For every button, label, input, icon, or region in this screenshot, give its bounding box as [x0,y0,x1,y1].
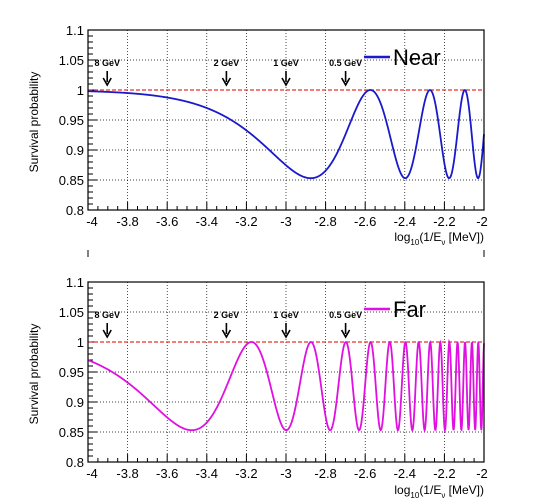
energy-marker-arrow-head [221,329,232,339]
y-tick-label: 0.8 [66,455,84,470]
x-tick-label: -4 [86,466,98,481]
x-axis-title: log10(1/Eν [MeV]) [394,483,484,500]
legend-label-near: Near [393,45,441,70]
x-tick-label: -3.8 [116,214,138,229]
x-axis-title-main: log [394,230,410,244]
x-tick-label: -2.4 [394,214,416,229]
plot-frame [87,281,485,463]
y-tick-label: 0.8 [66,203,84,218]
energy-marker-label: 2 GeV [214,310,240,320]
x-tick-label: -2.8 [314,466,336,481]
x-axis-title-mid: (1/E [419,483,441,497]
y-axis-title: Survival probability [27,72,41,173]
legend-label-far: Far [393,297,426,322]
x-tick-label: -3.8 [116,466,138,481]
y-tick-label: 0.85 [59,173,84,188]
y-tick-label: 0.95 [59,365,84,380]
energy-marker-arrow-head [102,329,112,339]
x-axis-title-rest: [MeV]) [445,230,484,244]
x-tick-label: -2.2 [433,466,455,481]
series-line-near [87,89,485,180]
x-tick-label: -2.6 [354,466,376,481]
energy-marker-label: 8 GeV [94,58,120,68]
x-tick-label: -2 [476,214,488,229]
energy-marker-label: 1 GeV [273,310,299,320]
x-tick-label: -2.8 [314,214,336,229]
y-axis-title: Survival probability [27,324,41,425]
x-tick-label: -3 [280,214,292,229]
x-axis-title-nu: ν [441,238,445,247]
x-axis-title-rest: [MeV]) [445,483,484,497]
y-tick-label: 1.05 [59,305,84,320]
x-tick-label: -3.2 [235,214,257,229]
energy-marker-label: 8 GeV [94,310,120,320]
x-tick-label: -3.6 [156,214,178,229]
x-tick-label: -3.4 [196,466,218,481]
x-tick-label: -3.4 [196,214,218,229]
x-tick-label: -3.6 [156,466,178,481]
energy-marker-arrow-head [281,329,291,339]
x-tick-label: -4 [86,214,98,229]
x-tick-label: -3 [280,466,292,481]
y-tick-label: 0.85 [59,425,84,440]
x-tick-label: -2.4 [394,466,416,481]
energy-marker-arrow-head [221,77,232,87]
energy-marker-arrow-head [102,77,112,87]
y-tick-label: 1 [77,83,84,98]
y-tick-label: 0.95 [59,113,84,128]
energy-marker-label: 1 GeV [273,58,299,68]
y-tick-label: 0.9 [66,395,84,410]
near-detector-panel: Near 8 GeV 2 GeV 1 GeV 0.5 GeV -4 -3.8 -3.6 -3.4… [27,23,488,247]
far-detector-panel: Far 8 GeV 2 GeV 1 GeV 0.5 GeV -4 -3.8 -3.6 -3.4 -… [27,275,488,500]
series-line-far [87,338,485,434]
y-tick-label: 1.1 [66,275,84,290]
y-tick-label: 1.1 [66,23,84,38]
x-tick-label: -2.2 [433,214,455,229]
x-axis-title-nu: ν [441,491,445,500]
x-axis-title-sub: 10 [410,238,419,247]
x-axis-title: log10(1/Eν [MeV]) [394,230,484,247]
x-tick-label: -2 [476,466,488,481]
energy-marker-arrow-head [340,329,351,339]
x-axis-title-mid: (1/E [419,230,441,244]
x-tick-label: -2.6 [354,214,376,229]
energy-marker-label: 0.5 GeV [329,58,362,68]
x-axis-title-sub: 10 [410,491,419,500]
energy-marker-label: 2 GeV [214,58,240,68]
energy-marker-arrow-head [281,77,291,87]
y-tick-label: 1 [77,335,84,350]
y-tick-label: 1.05 [59,53,84,68]
y-tick-label: 0.9 [66,143,84,158]
x-tick-label: -3.2 [235,466,257,481]
plot-frame [87,29,485,211]
energy-marker-label: 0.5 GeV [329,310,362,320]
x-axis-title-main: log [394,483,410,497]
energy-marker-arrow-head [340,77,351,87]
